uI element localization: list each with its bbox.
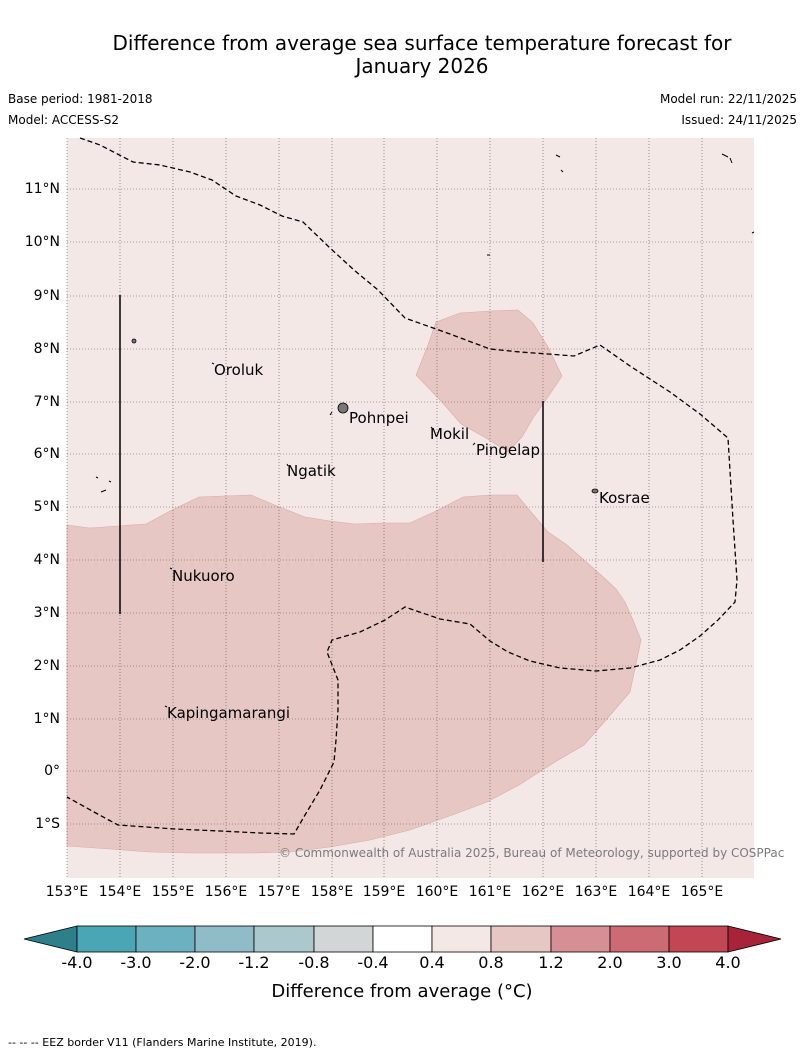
colorbar-label: 2.0 (597, 953, 623, 972)
place-label-oroluk: Oroluk (214, 361, 264, 379)
colorbar-segment-5 (313, 925, 374, 953)
place-label-pohnpei: Pohnpei (349, 409, 409, 427)
x-tick-label: 158°E (310, 884, 354, 900)
colorbar (23, 925, 782, 953)
x-tick-label: 154°E (98, 884, 142, 900)
base-period: Base period: 1981-2018 (8, 92, 153, 106)
colorbar-segment-2 (135, 925, 196, 953)
colorbar-segment-1 (76, 925, 137, 953)
place-label-pingelap: Pingelap (476, 441, 541, 459)
kosrae-island (591, 488, 599, 494)
x-tick-label: 165°E (680, 884, 724, 900)
y-tick-label: 5°N (33, 499, 60, 515)
colorbar-segment-7 (431, 925, 492, 953)
issued-date: Issued: 24/11/2025 (681, 113, 797, 127)
colorbar-extend-high (727, 925, 782, 953)
warm-anomaly-south (66, 494, 642, 854)
colorbar-label: -0.4 (357, 953, 389, 972)
copyright-notice: © Commonwealth of Australia 2025, Bureau… (279, 846, 785, 860)
model-run-date: Model run: 22/11/2025 (659, 92, 797, 106)
eez-border-north (66, 137, 738, 835)
colorbar-label: -0.8 (298, 953, 330, 972)
colorbar-segment-3 (194, 925, 255, 953)
colorbar-label: 0.4 (419, 953, 445, 972)
place-label-kosrae: Kosrae (599, 489, 650, 507)
x-tick-label: 164°E (627, 884, 671, 900)
eez-footnote: -- -- -- EEZ border V11 (Flanders Marine… (8, 1036, 317, 1049)
y-tick-label: 2°N (33, 658, 60, 674)
y-tick-label: 4°N (33, 552, 60, 568)
x-tick-label: 162°E (521, 884, 565, 900)
x-tick-label: 153°E (45, 884, 89, 900)
small-atolls (95, 153, 755, 708)
islands (131, 338, 599, 494)
x-tick-label: 163°E (574, 884, 618, 900)
chart-title: Difference from average sea surface temp… (40, 32, 804, 78)
colorbar-segment-8 (490, 925, 552, 953)
x-tick-label: 157°E (257, 884, 301, 900)
colorbar-label: 3.0 (656, 953, 682, 972)
colorbar-segment-10 (609, 925, 670, 953)
place-label-ngatik: Ngatik (287, 462, 336, 480)
y-tick-label: 11°N (24, 181, 60, 197)
colorbar-segment-11 (668, 925, 729, 953)
colorbar-label: 0.8 (478, 953, 504, 972)
pohnpei-island (337, 402, 349, 414)
colorbar-title: Difference from average (°C) (271, 981, 533, 1002)
colorbar-label: 1.2 (538, 953, 564, 972)
colorbar-label: -3.0 (120, 953, 152, 972)
x-tick-label: 161°E (468, 884, 512, 900)
pakin-island (131, 338, 137, 344)
model-name: Model: ACCESS-S2 (8, 113, 120, 127)
y-tick-label: 1°N (33, 711, 60, 727)
title-line-1: Difference from average sea surface temp… (112, 31, 732, 55)
y-tick-label: 6°N (33, 446, 60, 462)
place-label-mokil: Mokil (430, 425, 470, 443)
x-tick-label: 156°E (204, 884, 248, 900)
colorbar-label: -1.2 (238, 953, 270, 972)
x-tick-label: 155°E (151, 884, 195, 900)
place-label-nukuoro: Nukuoro (172, 567, 235, 585)
y-tick-label: 1°S (35, 816, 60, 832)
title-line-2: January 2026 (355, 54, 489, 78)
x-tick-label: 160°E (415, 884, 459, 900)
place-label-kapingamarangi: Kapingamarangi (167, 704, 291, 722)
colorbar-label: -4.0 (61, 953, 93, 972)
y-tick-label: 8°N (33, 341, 60, 357)
y-tick-label: 0° (44, 763, 60, 779)
warm-anomaly-north (415, 309, 563, 453)
y-tick-label: 3°N (33, 605, 60, 621)
colorbar-extend-low (23, 925, 78, 953)
y-tick-label: 9°N (33, 288, 60, 304)
colorbar-label: -2.0 (179, 953, 211, 972)
colorbar-label: 4.0 (715, 953, 741, 972)
x-tick-label: 159°E (362, 884, 406, 900)
colorbar-segment-4 (253, 925, 315, 953)
colorbar-segment-6 (372, 925, 433, 953)
y-tick-label: 7°N (33, 394, 60, 410)
colorbar-segment-9 (550, 925, 611, 953)
y-tick-label: 10°N (24, 234, 60, 250)
